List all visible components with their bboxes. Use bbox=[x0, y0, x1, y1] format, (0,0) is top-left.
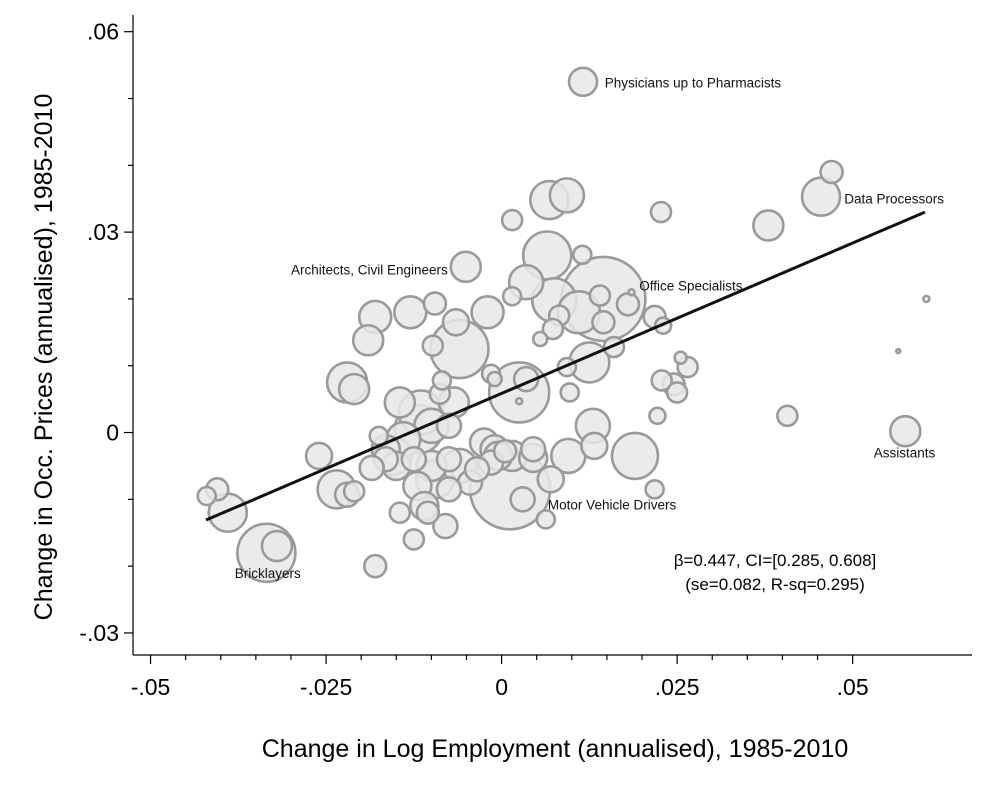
data-bubble bbox=[500, 208, 524, 232]
x-tick-label: -.025 bbox=[300, 674, 352, 700]
data-bubble bbox=[649, 200, 673, 224]
data-bubble bbox=[648, 406, 667, 426]
data-bubble bbox=[196, 485, 218, 507]
data-bubble bbox=[752, 209, 785, 242]
point-label: Assistants bbox=[874, 446, 936, 461]
data-bubble bbox=[351, 324, 385, 357]
x-tick-label: .05 bbox=[837, 674, 869, 700]
y-axis-ticks: -.03 0 .03 .06 bbox=[79, 19, 133, 646]
data-bubble bbox=[591, 310, 616, 335]
data-bubble bbox=[615, 291, 641, 317]
data-bubble bbox=[402, 528, 426, 551]
y-tick-label: 0 bbox=[106, 420, 119, 446]
data-bubble bbox=[337, 372, 371, 406]
data-bubble bbox=[388, 501, 412, 525]
data-bubble bbox=[304, 441, 334, 471]
regression-stat-beta: β=0.447, CI=[0.285, 0.608] bbox=[674, 551, 877, 570]
data-bubble bbox=[650, 369, 673, 392]
data-bubble bbox=[449, 250, 483, 284]
data-bubble bbox=[422, 291, 448, 316]
x-tick-label: 0 bbox=[495, 674, 508, 700]
data-bubble bbox=[922, 294, 931, 304]
y-axis-title: Change in Occ. Prices (annualised), 1985… bbox=[30, 94, 58, 621]
data-bubble bbox=[665, 381, 689, 404]
data-bubble bbox=[514, 396, 524, 406]
data-bubble bbox=[536, 465, 566, 494]
data-bubble bbox=[535, 509, 557, 530]
x-tick-label: -.05 bbox=[131, 674, 171, 700]
data-bubble bbox=[383, 386, 417, 419]
x-tick-label: .025 bbox=[655, 674, 700, 700]
data-bubble bbox=[541, 317, 565, 341]
data-bubble bbox=[588, 284, 612, 307]
data-bubble bbox=[393, 294, 428, 330]
data-bubble bbox=[435, 476, 463, 503]
data-bubble bbox=[579, 431, 609, 461]
data-bubble bbox=[463, 455, 491, 483]
data-bubble bbox=[470, 294, 505, 330]
data-bubble bbox=[519, 435, 547, 463]
data-bubble bbox=[492, 438, 518, 464]
point-label: Motor Vehicle Drivers bbox=[548, 498, 677, 513]
point-label: Bricklayers bbox=[235, 566, 301, 581]
x-axis-ticks: -.05 -.025 0 .025 .05 bbox=[131, 655, 869, 700]
point-label: Data Processors bbox=[844, 192, 944, 207]
regression-fit-line bbox=[205, 210, 926, 522]
point-label: Architects, Civil Engineers bbox=[291, 263, 448, 278]
data-bubble bbox=[501, 285, 523, 307]
data-bubble bbox=[627, 287, 636, 297]
data-bubble bbox=[776, 404, 799, 428]
data-bubble bbox=[421, 334, 445, 357]
data-bubble bbox=[400, 445, 428, 473]
data-bubble bbox=[559, 382, 581, 403]
data-bubble bbox=[567, 66, 599, 98]
data-bubble bbox=[610, 431, 660, 481]
point-label-layer: Physicians up to Pharmacists Data Process… bbox=[235, 75, 944, 580]
plot-area: Physicians up to Pharmacists Data Process… bbox=[196, 66, 944, 584]
data-bubble bbox=[362, 553, 388, 579]
data-bubble bbox=[486, 370, 503, 388]
regression-stat-se: (se=0.082, R-sq=0.295) bbox=[685, 575, 865, 594]
data-bubble bbox=[673, 350, 688, 366]
data-bubble bbox=[260, 529, 294, 563]
y-tick-label: .06 bbox=[87, 19, 119, 45]
point-label: Physicians up to Pharmacists bbox=[605, 75, 782, 90]
data-bubble bbox=[435, 445, 463, 473]
data-bubble bbox=[819, 159, 844, 185]
bubble-layer bbox=[196, 66, 931, 584]
data-bubble bbox=[572, 244, 593, 266]
data-bubble bbox=[432, 512, 459, 540]
data-bubble bbox=[894, 347, 902, 355]
data-bubble bbox=[644, 479, 665, 500]
data-bubble bbox=[441, 308, 471, 337]
data-bubble bbox=[509, 486, 536, 513]
data-bubble bbox=[342, 480, 366, 503]
x-axis-title: Change in Log Employment (annualised), 1… bbox=[262, 735, 849, 763]
data-bubble bbox=[431, 370, 453, 391]
data-bubble bbox=[415, 500, 441, 526]
y-tick-label: .03 bbox=[87, 219, 119, 245]
data-bubble bbox=[531, 330, 549, 348]
data-bubble bbox=[548, 177, 586, 214]
data-bubble bbox=[358, 454, 386, 482]
point-label: Office Specialists bbox=[639, 279, 743, 294]
y-tick-label: -.03 bbox=[79, 620, 119, 646]
data-bubble bbox=[889, 414, 922, 448]
